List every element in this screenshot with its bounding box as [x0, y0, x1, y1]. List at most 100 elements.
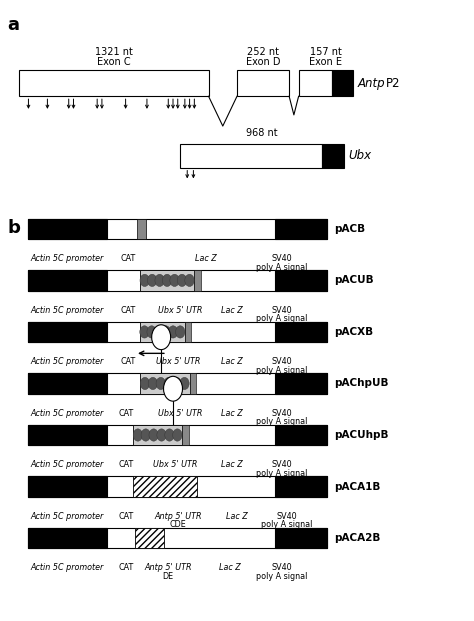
Circle shape — [163, 274, 172, 286]
Circle shape — [148, 378, 157, 389]
Circle shape — [147, 274, 157, 286]
Text: poly A signal: poly A signal — [256, 572, 308, 581]
Bar — [28, 528, 107, 548]
Circle shape — [147, 326, 156, 338]
Text: Exon C: Exon C — [97, 57, 130, 67]
Circle shape — [152, 325, 171, 350]
Circle shape — [168, 326, 178, 338]
Text: 252 nt: 252 nt — [247, 47, 279, 57]
Bar — [28, 270, 327, 291]
Bar — [332, 70, 353, 96]
Text: Ubx 5' UTR: Ubx 5' UTR — [153, 460, 198, 469]
Text: poly A signal: poly A signal — [256, 469, 308, 478]
Circle shape — [154, 326, 164, 338]
Text: pACB: pACB — [334, 224, 365, 234]
Bar — [137, 219, 146, 239]
Text: Ubx 5' UTR: Ubx 5' UTR — [155, 357, 200, 366]
Bar — [275, 373, 327, 394]
Bar — [28, 219, 107, 239]
Text: pAChpUB: pAChpUB — [334, 378, 389, 389]
Text: SV40: SV40 — [272, 460, 292, 469]
Circle shape — [157, 429, 166, 441]
Text: SV40: SV40 — [272, 254, 292, 263]
Text: CAT: CAT — [119, 409, 134, 417]
Text: Lac Z: Lac Z — [221, 460, 243, 469]
Text: Antp 5' UTR: Antp 5' UTR — [154, 512, 201, 520]
Text: Ubx: Ubx — [348, 150, 372, 162]
Bar — [275, 270, 327, 291]
Text: poly A signal: poly A signal — [256, 417, 308, 426]
Text: SV40: SV40 — [272, 306, 292, 314]
Text: Lac Z: Lac Z — [221, 357, 243, 366]
Circle shape — [141, 429, 150, 441]
Bar — [275, 425, 327, 445]
Bar — [275, 528, 327, 548]
Circle shape — [155, 274, 164, 286]
Circle shape — [164, 376, 182, 401]
Text: Lac Z: Lac Z — [195, 254, 217, 263]
Text: CAT: CAT — [119, 512, 134, 520]
Circle shape — [175, 326, 185, 338]
Text: a: a — [7, 16, 19, 34]
Text: 157 nt: 157 nt — [310, 47, 342, 57]
Text: P2: P2 — [386, 77, 401, 89]
Bar — [322, 144, 344, 168]
Bar — [19, 70, 209, 96]
Text: pACA2B: pACA2B — [334, 533, 381, 543]
Circle shape — [133, 429, 143, 441]
Text: Lac Z: Lac Z — [221, 409, 243, 417]
Circle shape — [172, 378, 181, 389]
Text: DE: DE — [163, 572, 174, 581]
Bar — [28, 322, 107, 342]
Circle shape — [140, 378, 150, 389]
Bar — [180, 144, 322, 168]
Bar — [133, 425, 182, 445]
Bar — [28, 373, 327, 394]
Text: poly A signal: poly A signal — [261, 520, 312, 529]
Bar — [133, 476, 197, 497]
Text: CAT: CAT — [120, 357, 136, 366]
Text: CAT: CAT — [120, 306, 136, 314]
Text: CAT: CAT — [119, 460, 134, 469]
Text: CAT: CAT — [120, 254, 136, 263]
Text: Lac Z: Lac Z — [219, 563, 241, 572]
Text: CDE: CDE — [169, 520, 186, 529]
Text: 1321 nt: 1321 nt — [95, 47, 133, 57]
Text: pACUhpB: pACUhpB — [334, 430, 389, 440]
Text: Actin 5C promoter: Actin 5C promoter — [31, 460, 104, 469]
Bar — [28, 528, 327, 548]
Circle shape — [149, 429, 158, 441]
Circle shape — [180, 378, 189, 389]
Bar — [28, 476, 107, 497]
Circle shape — [165, 429, 174, 441]
Text: SV40: SV40 — [272, 563, 292, 572]
Text: b: b — [7, 219, 20, 237]
Text: pACXB: pACXB — [334, 327, 374, 337]
Text: Actin 5C promoter: Actin 5C promoter — [31, 512, 104, 520]
Circle shape — [185, 274, 194, 286]
Text: pACA1B: pACA1B — [334, 481, 381, 492]
Text: poly A signal: poly A signal — [256, 366, 308, 374]
Bar — [185, 322, 191, 342]
Bar — [28, 373, 107, 394]
Text: CAT: CAT — [119, 563, 134, 572]
Bar — [28, 322, 327, 342]
Text: Ubx 5' UTR: Ubx 5' UTR — [158, 306, 202, 314]
Bar — [275, 476, 327, 497]
Text: Exon E: Exon E — [310, 57, 342, 67]
Text: poly A signal: poly A signal — [256, 263, 308, 271]
Bar — [275, 219, 327, 239]
Text: Actin 5C promoter: Actin 5C promoter — [31, 357, 104, 366]
Text: SV40: SV40 — [276, 512, 297, 520]
Bar — [182, 425, 189, 445]
Bar — [135, 528, 164, 548]
Bar — [140, 322, 185, 342]
Bar — [237, 70, 289, 96]
Bar — [299, 70, 332, 96]
Bar — [28, 425, 327, 445]
Text: SV40: SV40 — [272, 357, 292, 366]
Text: Actin 5C promoter: Actin 5C promoter — [31, 254, 104, 263]
Bar — [140, 373, 190, 394]
Text: poly A signal: poly A signal — [256, 314, 308, 323]
Circle shape — [164, 378, 173, 389]
